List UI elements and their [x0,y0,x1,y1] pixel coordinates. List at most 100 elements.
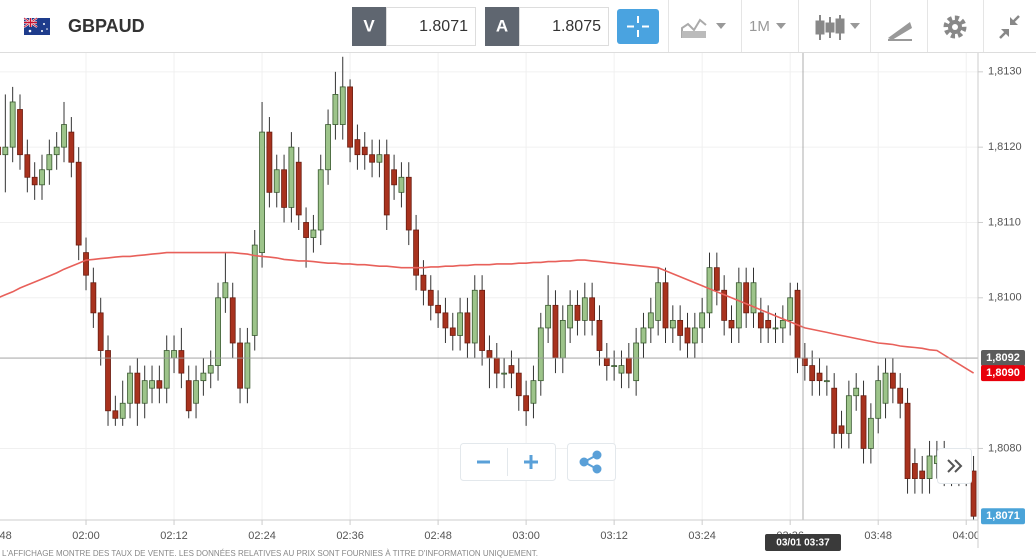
zoom-in-button[interactable] [524,455,538,469]
candle-body-up [61,124,67,148]
candle-body-down [479,289,486,351]
crosshair-icon [627,16,649,37]
candle-body-down [435,304,442,314]
moving-average-line [0,251,975,374]
candle-body-down [24,154,31,178]
candle-body-up [119,402,126,419]
x-tick-label: 02:36 [336,530,364,542]
candle-body-up [699,312,706,329]
plot-area [0,53,978,520]
candle-body-down [90,282,97,314]
x-tick-label: 03:48 [864,530,892,542]
bid-label-box[interactable] [352,7,386,46]
candle-body-down [625,357,632,374]
candle-body-up [471,289,478,344]
candle-body-down [427,289,434,306]
share-button[interactable] [567,443,616,481]
crosshair-button[interactable] [617,9,659,44]
candle-body-up [141,380,148,404]
ask-label-box[interactable] [485,7,519,46]
candle-body-down [413,229,419,276]
candle-body-down [897,387,904,404]
scroll-right-icon [947,459,963,473]
candle-body-down [662,282,669,329]
candle-body-down [156,380,163,389]
candle-body-up [288,146,295,208]
candle-body-up [376,154,383,163]
candle-body-down [354,139,361,156]
candle-body-down [449,327,456,336]
candle-body-down [743,282,750,314]
candle-body-up [926,455,933,479]
candle-body-down [185,380,192,412]
candle-body-down [31,176,38,186]
draw-tool-button[interactable] [888,22,912,41]
collapse-button[interactable] [999,15,1020,39]
settings-button[interactable] [943,15,967,39]
timeframe-caret [776,23,786,29]
candle-body-down [515,372,522,397]
candle-body-up [669,319,676,329]
candle-body-down [970,470,977,517]
candle-body-up [339,86,346,125]
candle-body-up [640,327,647,344]
candle-body-up [149,380,155,389]
candle-body-up [567,304,574,329]
candle-body-up [772,327,779,330]
candle-body-up [207,365,214,374]
candle-body-down [904,402,911,479]
timeframe[interactable]: 1M [749,18,770,35]
candle-body-up [655,282,662,321]
ma-price-tag: 1,8090 [986,367,1020,379]
candle-body-down [552,304,559,359]
candle-body-up [647,312,654,329]
candle-body-down [831,387,838,434]
disclaimer: L'AFFICHAGE MONTRE DES TAUX DE VENTE. LE… [2,549,538,558]
candle-body-down [295,161,302,216]
candle-body-down [68,131,75,163]
candle-body-down [684,327,691,344]
candle-body-up [823,380,830,383]
candle-body-down [596,319,603,351]
candle-body-down [889,372,896,389]
candle-body-down [486,350,493,359]
candle-body-up [171,350,177,359]
bid-box[interactable] [386,7,476,46]
crosshair-time-label: 03/01 03:37 [776,538,830,549]
x-tick-label: 01:48 [0,530,12,542]
candle-body-down [281,169,287,208]
candle-body-down [442,312,449,329]
bid-price: 1.8071 [419,18,468,35]
candle-body-up [611,365,618,367]
candle-body-up [779,319,786,329]
candle-body-up [787,297,794,321]
candle-body-up [244,342,251,389]
candle-body-up [259,131,265,254]
crosshair-price-tag: 1,8092 [986,352,1020,364]
candle-body-down [83,252,89,276]
candle-body-down [347,86,353,148]
candle-body-down [860,395,867,449]
last-price-tag-box [981,508,1025,525]
candle-body-down [574,304,581,321]
candle-body-up [332,94,339,125]
candle-body-down [361,146,368,156]
candle-body-down [838,425,845,434]
candle-body-up [127,372,133,404]
candle-body-up [46,154,53,171]
candle-body-down [391,169,397,186]
candle-body-down [911,463,918,479]
candle-body-down [713,267,720,291]
flag [23,17,50,35]
candle-style-button[interactable] [815,15,860,40]
candle-body-down [508,365,515,374]
candle-body-down [134,372,141,404]
candle-body-up [618,365,625,374]
candle-body-up [633,342,640,382]
candle-body-up [53,146,60,156]
chart-type-button[interactable] [681,18,726,38]
ask-box[interactable] [519,7,609,46]
y-tick-label: 1,8110 [988,216,1021,228]
x-tick-label: 02:48 [424,530,452,542]
